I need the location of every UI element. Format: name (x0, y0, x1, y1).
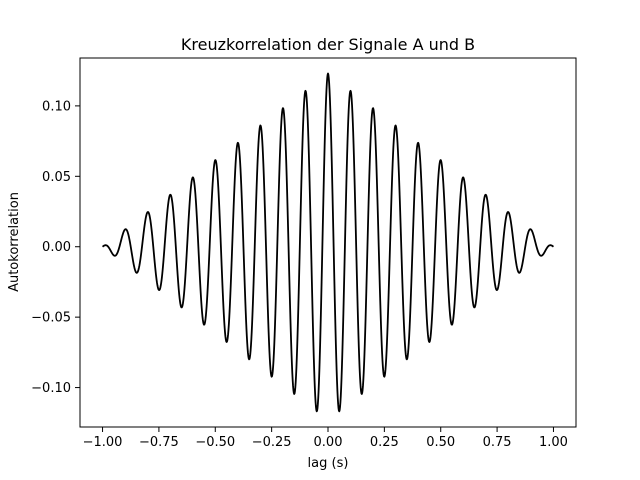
x-tick-label: −1.00 (83, 435, 123, 450)
chart-title: Kreuzkorrelation der Signale A und B (181, 35, 475, 54)
x-tick-label: 0.00 (314, 435, 343, 450)
y-axis: −0.10 −0.05 0.00 0.05 0.10 (31, 99, 80, 396)
y-tick-label: 0.00 (42, 240, 71, 255)
x-tick-label: 0.75 (483, 435, 512, 450)
y-tick-label: −0.10 (31, 381, 71, 396)
x-tick-label: 0.50 (426, 435, 455, 450)
x-tick-label: 1.00 (539, 435, 568, 450)
y-tick-label: 0.10 (42, 99, 71, 114)
y-tick-label: −0.05 (31, 311, 71, 326)
y-tick-label: 0.05 (42, 170, 71, 185)
x-axis-label: lag (s) (308, 456, 349, 471)
x-tick-label: −0.75 (139, 435, 179, 450)
x-tick-label: 0.25 (370, 435, 399, 450)
correlation-series-line (101, 72, 555, 413)
y-axis-label: Autokorrelation (7, 192, 22, 292)
x-tick-label: −0.50 (195, 435, 235, 450)
x-axis: −1.00 −0.75 −0.50 −0.25 0.00 0.25 0.50 0.75 1.00 (83, 427, 568, 450)
x-tick-label: −0.25 (252, 435, 292, 450)
